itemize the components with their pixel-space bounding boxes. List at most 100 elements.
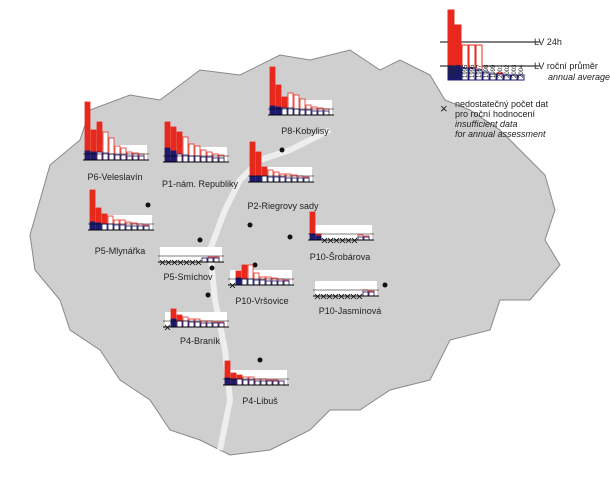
bar-annual <box>260 380 267 386</box>
station-label: P6-Veleslavín <box>87 172 142 182</box>
year-label: 1995 <box>463 64 469 78</box>
bar-annual <box>96 151 103 161</box>
bar-annual <box>89 221 96 231</box>
year-label: 1992 <box>449 64 455 78</box>
bar-annual <box>108 153 115 161</box>
station-label: P10-Jasmínová <box>319 306 382 316</box>
bar-annual <box>309 233 316 241</box>
bar-annual <box>200 322 207 328</box>
bar-annual <box>213 257 220 263</box>
legend-text: pro roční hodnocení <box>455 109 536 119</box>
bar-annual <box>272 380 279 386</box>
chart-box <box>310 225 372 240</box>
bar-annual <box>259 279 266 286</box>
legend-bar-annual <box>461 67 469 81</box>
legend-text: LV roční průměr <box>534 61 598 71</box>
legend-bar-annual <box>482 71 490 81</box>
legend-text: LV 24h <box>534 37 562 47</box>
bar-annual <box>236 378 243 386</box>
bar-annual <box>241 278 248 286</box>
bar-annual <box>206 156 213 163</box>
bar-annual <box>188 155 195 163</box>
bar-annual <box>271 280 278 286</box>
bar-annual <box>137 225 144 231</box>
bar-annual <box>269 105 276 116</box>
bar-annual <box>90 151 97 161</box>
bar-annual <box>230 378 237 386</box>
station-label: P10-Šrobárova <box>310 252 371 262</box>
bar-annual <box>248 379 255 386</box>
bar-annual <box>273 176 280 183</box>
bar-annual <box>170 318 177 328</box>
bar-annual <box>164 147 171 163</box>
station-label: P8-Kobylisy <box>281 126 329 136</box>
year-label: 2004 <box>519 64 525 78</box>
legend-bar-annual <box>475 69 483 81</box>
year-label: 1997 <box>477 64 483 78</box>
bar-annual <box>138 155 145 161</box>
bar-annual <box>255 175 262 183</box>
bar-annual <box>247 278 254 286</box>
bar-annual <box>201 257 208 263</box>
bar-annual <box>212 157 219 163</box>
station-label: P5-Smíchov <box>163 272 213 282</box>
bar-annual <box>285 177 292 183</box>
bar-annual <box>188 321 195 328</box>
bar-annual <box>242 379 249 386</box>
station-label: P10-Vršovice <box>235 296 288 306</box>
bar-annual <box>113 224 120 231</box>
bar-annual <box>125 225 132 231</box>
bar-annual <box>362 291 369 297</box>
year-label: 2002 <box>505 64 511 78</box>
bar-annual <box>275 106 282 116</box>
bar-annual <box>297 177 304 183</box>
city-area <box>29 49 561 456</box>
year-label: 1998 <box>484 64 490 78</box>
bar-annual <box>114 154 121 161</box>
bar-annual <box>368 291 375 297</box>
bar-annual <box>131 225 138 231</box>
bar-annual <box>120 154 127 161</box>
legend-bar-annual <box>454 65 462 81</box>
station-label: P1-nám. Republiky <box>162 179 239 189</box>
bar-annual <box>107 223 114 231</box>
legend-bar-annual <box>468 67 476 81</box>
legend-bar-annual <box>447 65 455 81</box>
bar-annual <box>261 175 268 183</box>
bar-annual <box>265 280 272 286</box>
legend-text: for annual assessment <box>455 129 546 139</box>
bar-annual <box>207 257 214 263</box>
bar-annual <box>182 320 189 328</box>
bar-annual <box>176 153 183 163</box>
bar-annual <box>266 380 273 386</box>
legend-bar-annual <box>489 73 497 81</box>
bar-annual <box>132 155 139 161</box>
station-dots <box>145 147 388 363</box>
bar-annual <box>267 176 274 183</box>
bar-annual <box>176 320 183 328</box>
bar-annual <box>278 380 285 386</box>
bar-annual <box>317 110 324 116</box>
station-label: P4-Braník <box>180 336 221 346</box>
legend-bar-annual <box>503 74 511 81</box>
legend-bar-annual <box>517 74 525 81</box>
bar-annual <box>283 280 290 286</box>
bar-annual <box>277 280 284 286</box>
chart-box <box>315 281 377 296</box>
bar-annual <box>253 279 260 286</box>
legend-bar-annual <box>496 73 504 81</box>
bar-annual <box>218 157 225 163</box>
bar-annual <box>126 155 133 161</box>
bar-annual <box>194 321 201 328</box>
bar-annual <box>101 223 108 231</box>
year-label: 1993 <box>456 64 462 78</box>
year-label: 2003 <box>512 64 518 78</box>
station-label: P5-Mlynářka <box>95 246 146 256</box>
bar-annual <box>249 175 256 183</box>
legend-text: annual average <box>548 72 610 82</box>
bar-annual <box>279 176 286 183</box>
station-label: P2-Riegrovy sady <box>247 201 319 211</box>
legend-text: nedostatečný počet dat <box>455 99 549 109</box>
bar-annual <box>311 110 318 116</box>
